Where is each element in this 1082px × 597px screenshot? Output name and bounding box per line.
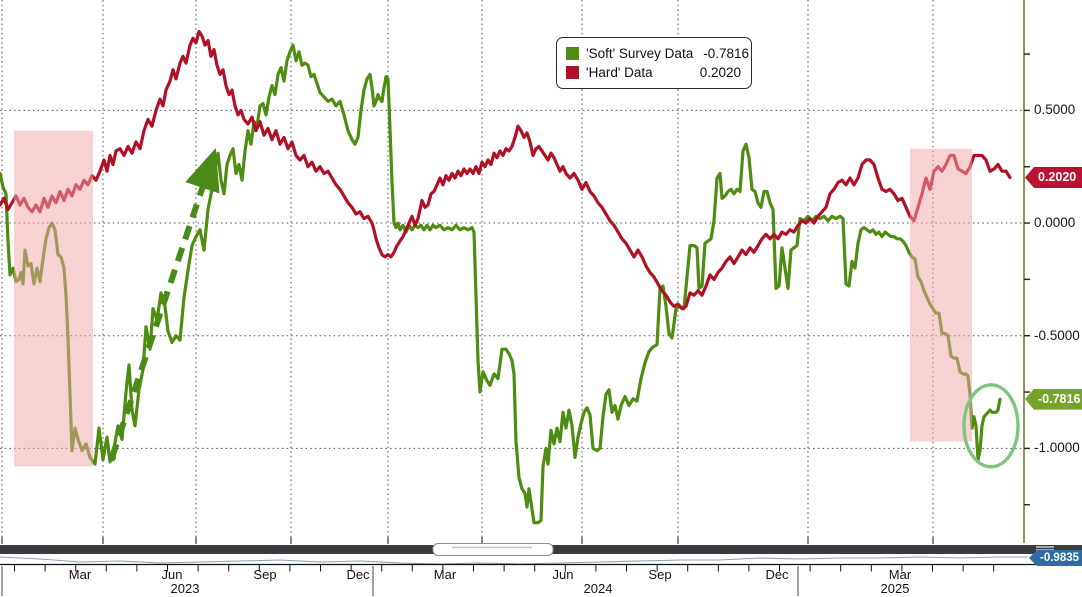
month-label: Mar	[68, 567, 92, 582]
y-tick-label: 0.5000	[1034, 102, 1076, 118]
year-label: 2025	[880, 581, 910, 596]
hard-series-swatch	[566, 66, 579, 79]
year-label: 2023	[170, 581, 200, 596]
month-label: Jun	[552, 567, 574, 582]
legend: 'Soft' Survey Data -0.7816 'Hard' Data 0…	[556, 37, 752, 89]
month-label: Dec	[346, 567, 370, 582]
highlight-ellipse	[962, 383, 1020, 469]
hard-series-value: 0.2020	[699, 65, 741, 80]
month-label: Jun	[161, 567, 183, 582]
legend-item-hard: 'Hard' Data 0.2020	[566, 63, 741, 82]
soft-data-last-value-badge: -0.7816	[1025, 388, 1082, 410]
soft-series-value: -0.7816	[703, 46, 749, 61]
y-tick-label: 0.0000	[1034, 215, 1076, 231]
hard-data-line	[0, 29, 1012, 311]
navigator-value-badge: -0.9835	[1029, 550, 1082, 566]
hard-series-label: 'Hard' Data	[586, 65, 653, 80]
soft-series-swatch	[566, 47, 579, 60]
navigator-preview-line	[0, 556, 1028, 565]
year-label: 2024	[583, 581, 613, 596]
highlight-band-2	[910, 148, 972, 442]
y-tick-label: -0.5000	[1034, 327, 1080, 343]
legend-item-soft: 'Soft' Survey Data -0.7816	[566, 44, 749, 63]
soft-survey-data-line	[0, 43, 1002, 525]
month-label: Sep	[253, 567, 277, 582]
highlight-band-1	[14, 130, 93, 467]
hard-data-last-value-badge: 0.2020	[1025, 167, 1082, 189]
month-label: Mar	[888, 567, 912, 582]
uptrend-dashed-arrow	[109, 148, 220, 459]
soft-series-label: 'Soft' Survey Data	[586, 46, 694, 61]
month-label: Mar	[433, 567, 457, 582]
scrollbar-thumb[interactable]	[432, 543, 554, 556]
month-label: Dec	[765, 567, 789, 582]
month-label: Sep	[648, 567, 672, 582]
y-tick-label: -1.0000	[1034, 440, 1080, 456]
